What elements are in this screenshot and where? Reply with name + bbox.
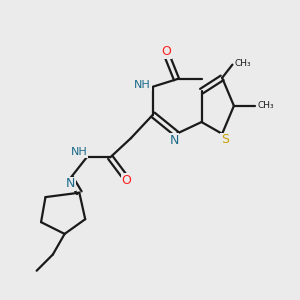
Text: CH₃: CH₃ [234,58,251,68]
Text: N: N [66,177,75,190]
Text: N: N [169,134,179,147]
Text: NH: NH [134,80,151,90]
Text: O: O [161,45,171,58]
Text: O: O [122,174,131,187]
Text: CH₃: CH₃ [257,101,274,110]
Text: S: S [221,133,229,146]
Text: NH: NH [71,147,88,157]
